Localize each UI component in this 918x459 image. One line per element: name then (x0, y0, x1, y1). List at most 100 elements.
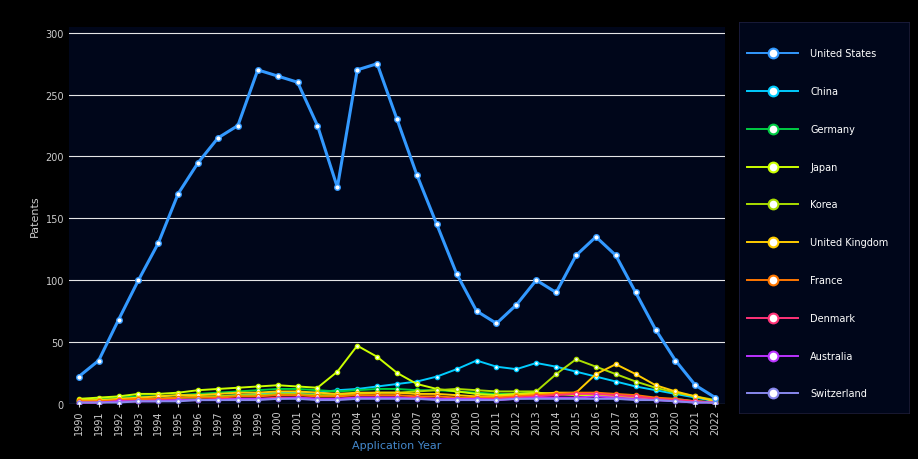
France (292, 392, 303, 398)
Denmark (292, 395, 303, 401)
United States (232, 123, 243, 129)
United States (631, 290, 642, 296)
Australia (431, 396, 442, 402)
Germany (331, 389, 342, 394)
Korea (272, 391, 283, 397)
United States (292, 80, 303, 86)
United States (252, 68, 263, 73)
China (452, 367, 463, 372)
Korea (252, 392, 263, 398)
Text: United States: United States (811, 49, 877, 59)
France (252, 394, 263, 399)
Australia (471, 396, 482, 402)
France (113, 397, 124, 403)
United States (173, 191, 184, 197)
Australia (213, 397, 224, 403)
Germany (452, 389, 463, 394)
France (471, 395, 482, 401)
United Kingdom (331, 391, 342, 397)
Denmark (590, 391, 601, 397)
Denmark (650, 396, 661, 402)
Denmark (411, 395, 422, 401)
Denmark (193, 397, 204, 403)
United States (610, 253, 621, 258)
France (272, 392, 283, 398)
Denmark (153, 397, 164, 403)
France (710, 400, 721, 405)
Denmark (232, 396, 243, 402)
United States (113, 317, 124, 323)
Germany (690, 399, 701, 404)
Switzerland (392, 396, 403, 402)
China (232, 392, 243, 398)
China (331, 387, 342, 393)
Japan (631, 395, 642, 401)
China (551, 364, 562, 369)
France (452, 395, 463, 401)
Japan (610, 394, 621, 399)
China (173, 395, 184, 401)
Korea (372, 390, 383, 396)
Japan (331, 369, 342, 375)
Denmark (452, 396, 463, 402)
United States (331, 185, 342, 191)
Denmark (312, 396, 323, 402)
Switzerland (570, 396, 581, 402)
Denmark (610, 392, 621, 398)
Switzerland (331, 397, 342, 403)
Line: United States: United States (76, 62, 718, 401)
Text: Denmark: Denmark (811, 313, 856, 323)
Denmark (272, 395, 283, 401)
United Kingdom (312, 390, 323, 396)
Korea (411, 389, 422, 394)
United States (452, 272, 463, 277)
China (252, 391, 263, 397)
Australia (670, 399, 681, 404)
Switzerland (670, 399, 681, 404)
Japan (590, 392, 601, 398)
Denmark (551, 392, 562, 398)
Switzerland (93, 400, 104, 405)
Text: France: France (811, 275, 843, 285)
United Kingdom (252, 390, 263, 396)
United Kingdom (232, 390, 243, 396)
China (590, 374, 601, 380)
Line: United Kingdom: United Kingdom (77, 362, 717, 403)
Japan (372, 354, 383, 360)
Germany (531, 390, 542, 396)
Denmark (113, 399, 124, 404)
China (650, 387, 661, 393)
Korea (452, 386, 463, 392)
Australia (531, 395, 542, 401)
United Kingdom (570, 390, 581, 396)
United States (372, 62, 383, 67)
Text: Germany: Germany (811, 124, 856, 134)
Australia (93, 400, 104, 405)
Line: Denmark: Denmark (77, 392, 717, 405)
France (650, 395, 661, 401)
France (133, 396, 144, 402)
Germany (113, 395, 124, 401)
Denmark (352, 395, 363, 401)
Switzerland (411, 396, 422, 402)
Japan (173, 390, 184, 396)
Japan (153, 391, 164, 397)
Germany (292, 386, 303, 392)
Korea (710, 397, 721, 403)
Denmark (372, 395, 383, 401)
United Kingdom (153, 394, 164, 399)
France (193, 395, 204, 401)
France (372, 392, 383, 398)
Switzerland (352, 396, 363, 402)
Australia (650, 397, 661, 403)
Germany (471, 390, 482, 396)
France (491, 395, 502, 401)
France (631, 392, 642, 398)
United Kingdom (73, 397, 84, 403)
Japan (431, 386, 442, 392)
Korea (690, 394, 701, 399)
United States (431, 222, 442, 228)
Australia (372, 395, 383, 401)
United Kingdom (510, 392, 521, 398)
Korea (570, 357, 581, 362)
